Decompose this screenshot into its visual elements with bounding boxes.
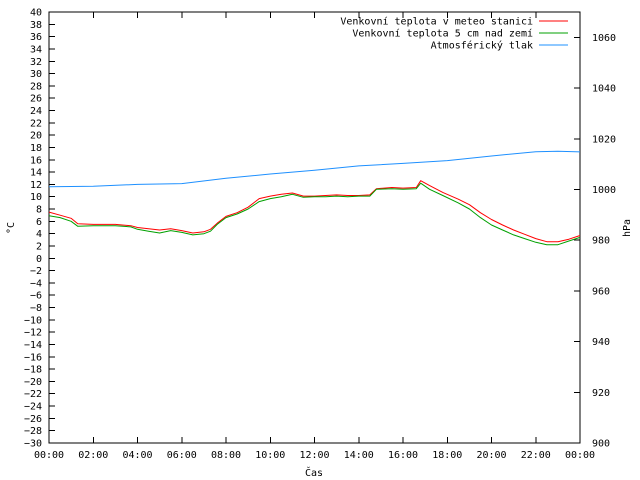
y-left-tick-label: 16 (30, 155, 42, 166)
x-tick-label: 00:00 (34, 450, 64, 461)
x-tick-label: 18:00 (432, 450, 462, 461)
x-tick-label: 06:00 (167, 450, 197, 461)
legend-label: Atmosférický tlak (431, 40, 533, 52)
y-left-tick-label: 20 (30, 131, 42, 142)
y-left-tick-label: 22 (30, 118, 42, 129)
y-left-tick-label: 4 (36, 229, 42, 240)
y-left-tick-label: 12 (30, 180, 42, 191)
y-left-tick-label: −14 (24, 340, 42, 351)
x-tick-label: 22:00 (521, 450, 551, 461)
x-tick-label: 08:00 (211, 450, 241, 461)
y-left-tick-label: 14 (30, 168, 42, 179)
y-axis-label-left: °C (6, 222, 17, 234)
y-right-tick-label: 1060 (592, 33, 616, 44)
series-lines (48, 150, 581, 246)
y-left-tick-label: 38 (30, 20, 42, 31)
y-right-tick-label: 980 (592, 236, 610, 247)
y-right-tick-label: 1000 (592, 185, 616, 196)
y-left-tick-label: 32 (30, 57, 42, 68)
y-left-tick-label: −20 (24, 377, 42, 388)
x-tick-label: 00:00 (565, 450, 595, 461)
x-tick-label: 02:00 (78, 450, 108, 461)
y-left-tick-label: 26 (30, 94, 42, 105)
y-left-tick-label: −8 (30, 303, 42, 314)
y-right-tick-label: 1040 (592, 84, 616, 95)
y-left-tick-label: −16 (24, 352, 42, 363)
y-left-tick-label: 8 (36, 205, 42, 216)
series-line (48, 150, 581, 188)
axes (48, 11, 581, 444)
x-tick-label: 16:00 (388, 450, 418, 461)
y-left-tick-label: 40 (30, 8, 42, 19)
y-left-tick-label: 18 (30, 143, 42, 154)
ticks: 4038363432302826242220181614121086420−2−… (24, 8, 616, 462)
y-right-tick-label: 1020 (592, 134, 616, 145)
y-left-tick-label: −4 (30, 278, 42, 289)
y-left-tick-label: 34 (30, 44, 42, 55)
x-tick-label: 14:00 (344, 450, 374, 461)
y-right-tick-label: 940 (592, 337, 610, 348)
x-tick-label: 20:00 (476, 450, 506, 461)
y-left-tick-label: 30 (30, 69, 42, 80)
y-left-tick-label: −6 (30, 291, 42, 302)
y-axis-label-right: hPa (622, 219, 633, 237)
y-left-tick-label: −22 (24, 389, 42, 400)
legend-label: Venkovní teplota 5 cm nad zemí (352, 28, 533, 40)
x-tick-label: 12:00 (299, 450, 329, 461)
y-left-tick-label: 28 (30, 81, 42, 92)
x-axis-label: Čas (305, 466, 323, 479)
plot-frame (48, 11, 581, 444)
y-left-tick-label: 0 (36, 254, 42, 265)
y-right-tick-label: 900 (592, 439, 610, 450)
y-left-tick-label: −24 (24, 402, 42, 413)
y-left-tick-label: 10 (30, 192, 42, 203)
y-left-tick-label: −10 (24, 315, 42, 326)
x-tick-label: 10:00 (255, 450, 285, 461)
series-line (48, 180, 581, 243)
y-left-tick-label: 2 (36, 241, 42, 252)
y-left-tick-label: −30 (24, 439, 42, 450)
y-left-tick-label: 24 (30, 106, 42, 117)
y-right-tick-label: 920 (592, 388, 610, 399)
series-line (48, 182, 581, 246)
legend-label: Venkovní teplota v meteo stanici (340, 16, 533, 28)
legend: Venkovní teplota v meteo staniciVenkovní… (340, 16, 568, 52)
y-left-tick-label: 36 (30, 32, 42, 43)
x-tick-label: 04:00 (122, 450, 152, 461)
y-left-tick-label: −18 (24, 365, 42, 376)
y-right-tick-label: 960 (592, 286, 610, 297)
y-left-tick-label: −12 (24, 328, 42, 339)
y-left-tick-label: −28 (24, 426, 42, 437)
y-left-tick-label: −2 (30, 266, 42, 277)
y-left-tick-label: 6 (36, 217, 42, 228)
y-left-tick-label: −26 (24, 414, 42, 425)
